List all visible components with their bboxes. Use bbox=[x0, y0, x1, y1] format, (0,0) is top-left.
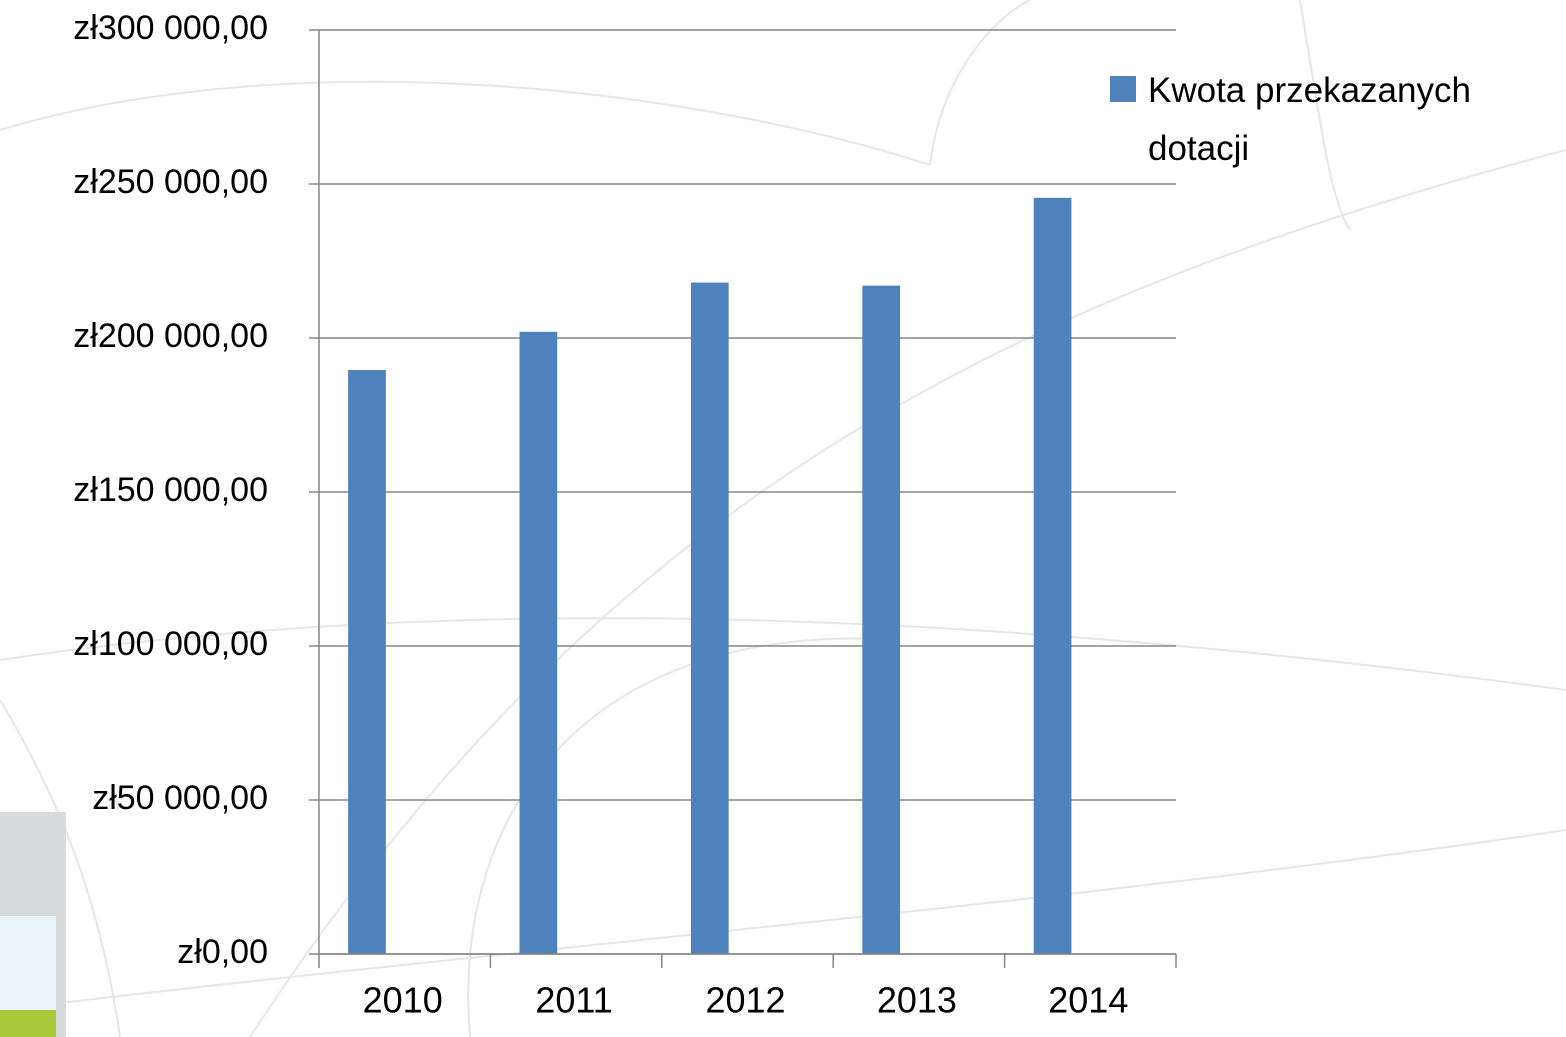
x-tick-label: 2013 bbox=[877, 980, 957, 1021]
legend-swatch bbox=[1110, 76, 1136, 102]
corner-decoration bbox=[0, 812, 66, 1037]
y-tick-label: zł250 000,00 bbox=[73, 163, 268, 201]
bar bbox=[690, 282, 729, 954]
y-tick-label: zł50 000,00 bbox=[92, 779, 268, 817]
x-tick-label: 2011 bbox=[535, 980, 612, 1021]
bar bbox=[348, 370, 386, 955]
y-tick-label: zł100 000,00 bbox=[73, 625, 268, 663]
bar bbox=[519, 331, 558, 955]
x-tick-label: 2010 bbox=[363, 980, 443, 1021]
legend: Kwota przekazanych dotacji bbox=[1110, 62, 1538, 178]
x-tick-label: 2014 bbox=[1048, 980, 1128, 1021]
bar bbox=[862, 285, 901, 954]
legend-label: Kwota przekazanych dotacji bbox=[1148, 71, 1471, 168]
y-tick-label: zł200 000,00 bbox=[73, 317, 268, 355]
y-tick-label: zł300 000,00 bbox=[73, 9, 268, 47]
x-tick-label: 2012 bbox=[705, 980, 785, 1021]
y-tick-label: zł150 000,00 bbox=[73, 471, 268, 509]
y-tick-label: zł0,00 bbox=[177, 933, 268, 971]
bar bbox=[1033, 197, 1072, 955]
